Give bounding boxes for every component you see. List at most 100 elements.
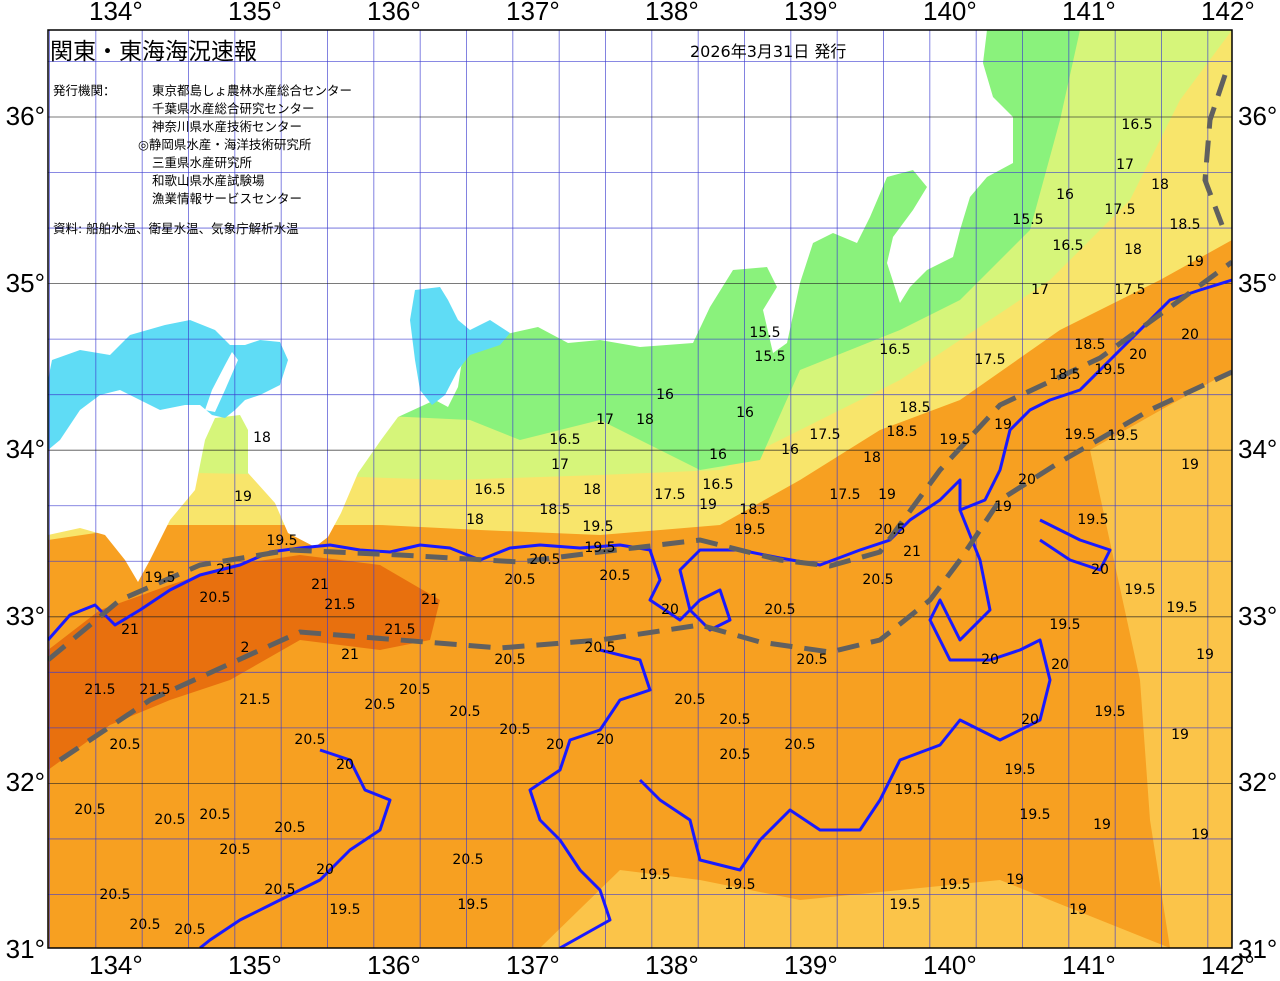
- issuer-item: 東京都島しょ農林水産総合センター: [152, 83, 353, 98]
- temperature-label: 18.5: [1169, 217, 1200, 233]
- temperature-label: 20.5: [599, 568, 630, 584]
- temperature-label: 20.5: [109, 737, 140, 753]
- issuer-item: 三重県水産研究所: [152, 155, 253, 170]
- longitude-label-top: 138°: [645, 0, 699, 26]
- temperature-label: 15.5: [754, 349, 785, 365]
- temperature-label: 19.5: [939, 877, 970, 893]
- longitude-label-bottom: 142°: [1201, 950, 1255, 980]
- latitude-label-left: 36°: [5, 101, 45, 131]
- temperature-label: 20: [546, 737, 564, 753]
- latitude-label-right: 31°: [1238, 934, 1278, 964]
- temperature-label: 16: [1056, 187, 1074, 203]
- temperature-label: 18: [253, 430, 271, 446]
- temperature-label: 19.5: [1124, 582, 1155, 598]
- temperature-label: 21.5: [384, 622, 415, 638]
- temperature-label: 20.5: [199, 807, 230, 823]
- temperature-label: 20.5: [584, 640, 615, 656]
- temperature-label: 17.5: [654, 487, 685, 503]
- temperature-label: 19.5: [457, 897, 488, 913]
- temperature-label: 20.5: [674, 692, 705, 708]
- issuer-item-lead: ◎静岡県水産・海洋技術研究所: [138, 137, 312, 152]
- temperature-label: 20.5: [719, 712, 750, 728]
- latitude-label-left: 32°: [5, 767, 45, 798]
- longitude-label-bottom: 136°: [367, 950, 421, 980]
- map-frame: [47, 29, 1233, 949]
- temperature-label: 20.5: [874, 522, 905, 538]
- latitude-label-right: 34°: [1238, 434, 1278, 465]
- issuer-label: 発行機関：: [53, 83, 116, 98]
- temperature-label: 20.5: [862, 572, 893, 588]
- temperature-label: 21.5: [239, 692, 270, 708]
- temperature-label: 20: [1051, 657, 1069, 673]
- temperature-label: 21.5: [324, 597, 355, 613]
- temperature-label: 18: [863, 450, 881, 466]
- temperature-label: 19: [994, 417, 1012, 433]
- temperature-label: 21: [121, 622, 139, 638]
- temperature-labels: 18 19 19.5 19.5 20.5 21 21 21.5 21.5 21 21 2 21 21.5 2…: [74, 117, 1214, 938]
- temperature-label: 21.5: [139, 682, 170, 698]
- temperature-label: 16.5: [879, 342, 910, 358]
- temperature-label: 19.5: [329, 902, 360, 918]
- longitude-label-top: 142°: [1201, 0, 1255, 26]
- kuroshio-axis-line: [1202, 74, 1228, 226]
- contour-20c: [48, 278, 1232, 948]
- temperature-label: 21: [311, 577, 329, 593]
- temperature-label: 16.5: [1121, 117, 1152, 133]
- temperature-label: 20: [1018, 472, 1036, 488]
- kuroshio-axis: [48, 74, 1232, 763]
- temperature-label: 20: [981, 652, 999, 668]
- longitude-label-top: 140°: [923, 0, 977, 26]
- temperature-label: 20: [596, 732, 614, 748]
- temperature-label: 17.5: [974, 352, 1005, 368]
- temperature-label: 19: [1181, 457, 1199, 473]
- temperature-label: 19.5: [1107, 428, 1138, 444]
- temperature-label: 18.5: [886, 424, 917, 440]
- temperature-label: 19: [234, 489, 252, 505]
- temperature-label: 20.5: [99, 887, 130, 903]
- temperature-label: 15.5: [1012, 212, 1043, 228]
- temperature-label: 20: [1021, 712, 1039, 728]
- issuer-item: 千葉県水産総合研究センター: [152, 101, 315, 116]
- temperature-label: 21: [216, 562, 234, 578]
- temperature-label: 19: [1093, 817, 1111, 833]
- latitude-label-right: 33°: [1238, 600, 1278, 631]
- longitude-label-bottom: 134°: [89, 950, 143, 980]
- seto-inland-sea: [48, 320, 288, 450]
- longitude-label-top: 139°: [784, 0, 838, 26]
- longitude-label-top: 134°: [89, 0, 143, 26]
- temperature-label: 16: [709, 447, 727, 463]
- temperature-label: 18.5: [1074, 337, 1105, 353]
- temperature-label: 19: [1186, 254, 1204, 270]
- temperature-label: 17.5: [809, 427, 840, 443]
- temperature-label: 18: [636, 412, 654, 428]
- temperature-label: 21: [341, 647, 359, 663]
- temperature-label: 20.5: [264, 882, 295, 898]
- temperature-label: 19: [1171, 727, 1189, 743]
- temperature-label: 20.5: [784, 737, 815, 753]
- longitude-label-top: 141°: [1062, 0, 1116, 26]
- sea-warm-core: [48, 555, 440, 770]
- issuer-list: 東京都島しょ農林水産総合センター 千葉県水産総合研究センター 神奈川県水産技術セ…: [138, 82, 352, 208]
- temperature-label: 20.5: [174, 922, 205, 938]
- temperature-label: 20.5: [74, 802, 105, 818]
- temperature-label: 19: [1191, 827, 1209, 843]
- temperature-label: 16.5: [1052, 238, 1083, 254]
- temperature-label: 19: [878, 487, 896, 503]
- temperature-label: 19.5: [639, 867, 670, 883]
- temperature-label: 18.5: [899, 400, 930, 416]
- temperature-label: 17.5: [1114, 282, 1145, 298]
- issuer-item: 神奈川県水産技術センター: [152, 119, 303, 134]
- temperature-label: 21.5: [84, 682, 115, 698]
- latitude-label-left: 35°: [5, 267, 45, 298]
- temperature-label: 18: [1124, 242, 1142, 258]
- contour-line-20c: [638, 509, 1052, 872]
- kuroshio-axis-line: [48, 259, 1232, 662]
- longitude-label-top: 135°: [228, 0, 282, 26]
- temperature-label: 16: [736, 405, 754, 421]
- temperature-label: 18: [466, 512, 484, 528]
- longitude-label-bottom: 139°: [784, 950, 838, 980]
- latitude-label-left: 34°: [5, 434, 45, 465]
- temperature-label: 20.5: [129, 917, 160, 933]
- temperature-label: 20: [661, 602, 679, 618]
